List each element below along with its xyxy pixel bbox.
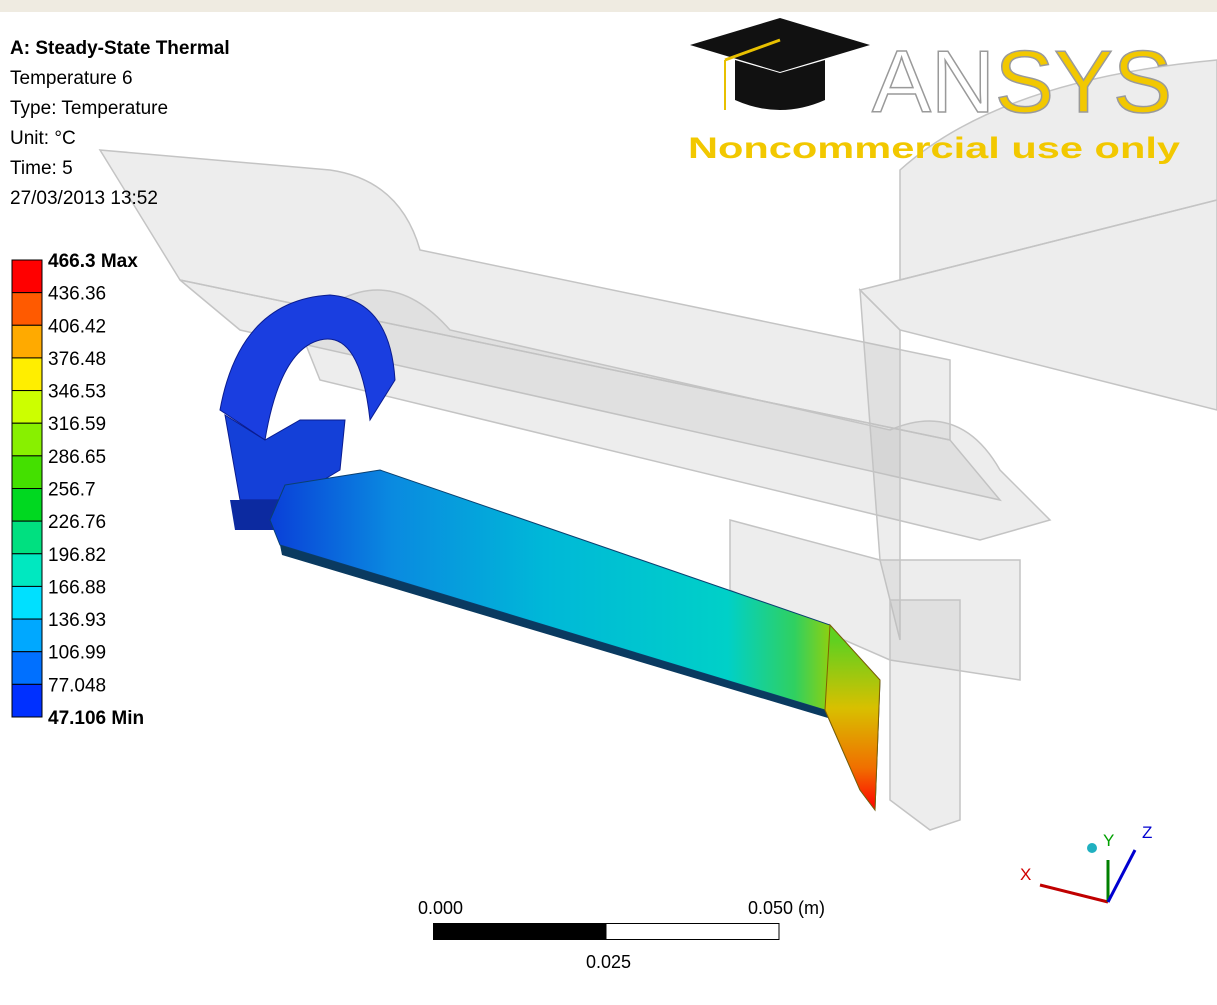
header-line: Temperature 6 [10,68,133,89]
legend-swatch [12,358,42,391]
legend-label: 47.106 Min [48,708,144,729]
top-strip [0,0,1217,12]
legend-label: 136.93 [48,610,106,631]
legend-swatch [12,521,42,554]
legend-swatch [12,554,42,587]
header-line: Time: 5 [10,158,73,179]
legend-swatch [12,619,42,652]
legend-label: 346.53 [48,382,106,403]
legend-label: 406.42 [48,316,106,337]
legend-label: 166.88 [48,577,106,598]
legend-swatch [12,325,42,358]
legend-swatch [12,260,42,293]
legend-swatch [12,391,42,424]
scale-start: 0.000 [418,898,463,918]
header-line: Type: Temperature [10,98,168,119]
scale-middle: 0.025 [586,952,631,972]
axis-x: X [1020,865,1031,884]
legend-label: 316.59 [48,414,106,435]
legend-label: 256.7 [48,480,96,501]
legend-swatch [12,586,42,619]
legend-label: 436.36 [48,284,106,305]
legend-label: 376.48 [48,349,106,370]
viewport: ANSYS Noncommercial use only A: Steady-S… [0,0,1217,1005]
legend-label: 196.82 [48,545,106,566]
axis-z: Z [1142,823,1152,842]
legend-label: 286.65 [48,447,106,468]
legend-swatch [12,293,42,326]
brand: ANSYS [872,32,1172,131]
header-line: 27/03/2013 13:52 [10,188,158,209]
legend-swatch [12,456,42,489]
legend-label: 466.3 Max [48,251,138,272]
legend-swatch [12,423,42,456]
legend-swatch [12,684,42,717]
legend: 466.3 Max 436.36 406.42 376.48 346.53 316.59 2… [12,251,144,729]
legend-label: 77.048 [48,675,106,696]
legend-swatch [12,489,42,522]
scale-end: 0.050 (m) [748,898,825,918]
legend-swatch [12,652,42,685]
scale-bar: 0.000 0.050 (m) 0.025 [418,898,825,972]
license-note: Noncommercial use only [688,132,1180,165]
legend-label: 106.99 [48,643,106,664]
legend-label: 226.76 [48,512,106,533]
axis-y: Y [1103,831,1114,850]
header-line: Unit: °C [10,128,76,149]
logo: ANSYS Noncommercial use only [688,18,1180,165]
header-title: A: Steady-State Thermal [10,38,230,59]
triad: X Y Z [1020,823,1152,902]
